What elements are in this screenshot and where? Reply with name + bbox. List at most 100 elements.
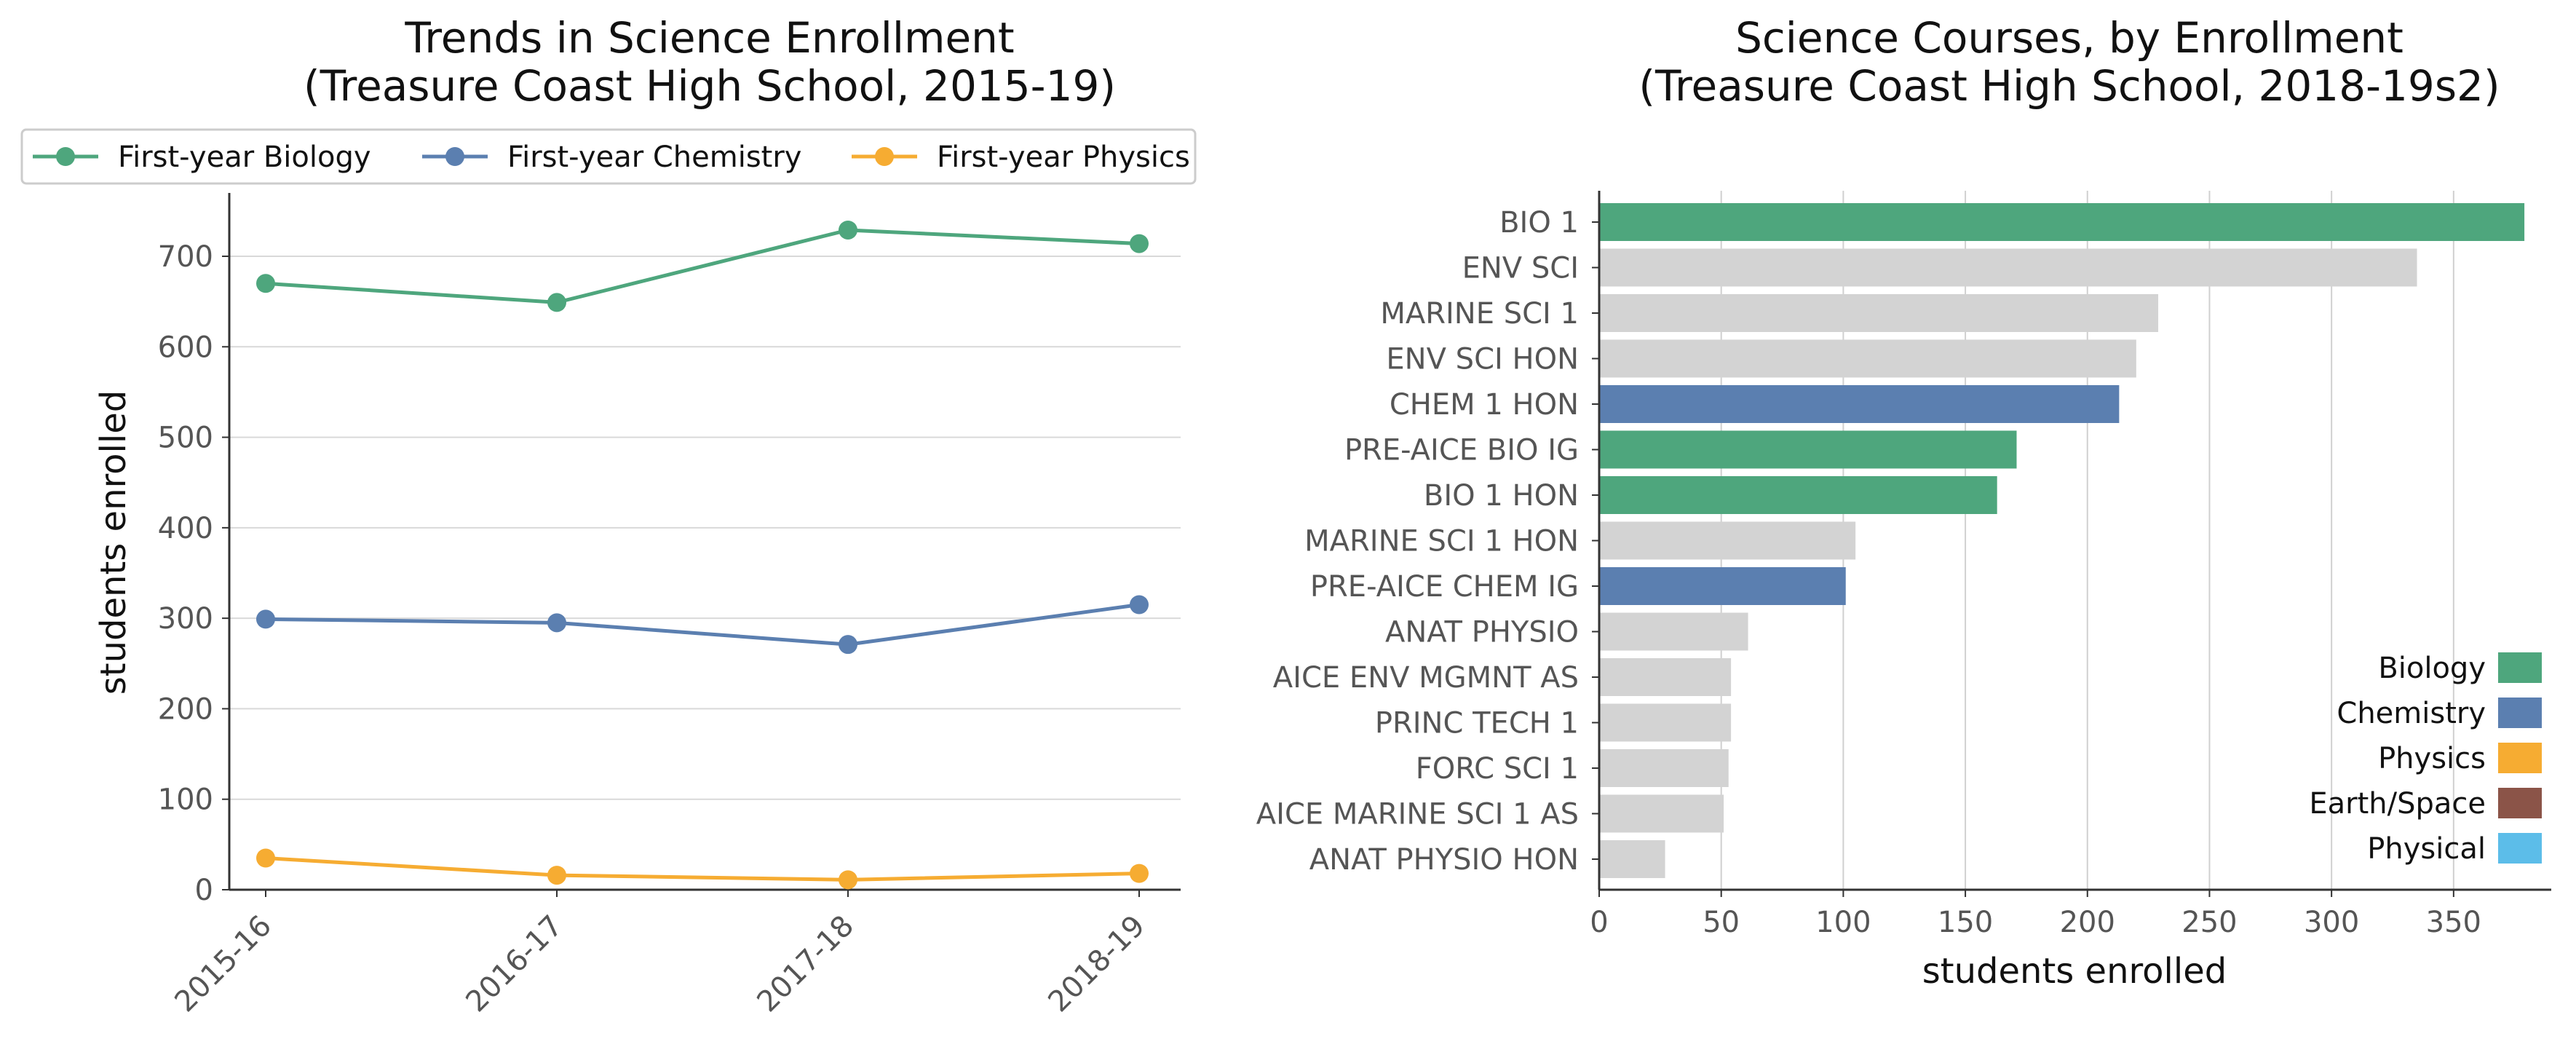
series-line: [265, 603, 1140, 647]
series-line: [265, 856, 1140, 882]
x-tick-label: 2016-17: [459, 909, 569, 1019]
category-label: AICE MARINE SCI 1 AS: [1256, 798, 1579, 831]
data-point: [839, 870, 857, 890]
bar: [1599, 339, 2136, 378]
category-label: ANAT PHYSIO HON: [1309, 843, 1579, 877]
legend-label: First-year Chemistry: [507, 141, 801, 174]
line-chart-y-axis-label: students enrolled: [93, 390, 134, 695]
bar-chart-legend: Biology Chemistry Physics Earth/Space Physic…: [2309, 652, 2542, 866]
bar-chart-x-axis-label: students enrolled: [1922, 951, 2227, 992]
x-tick-label: 200: [2060, 906, 2115, 939]
x-tick-label: 2015-16: [168, 909, 278, 1019]
category-label: FORC SCI 1: [1416, 752, 1579, 786]
legend-label: Earth/Space: [2309, 787, 2486, 821]
category-label: PRINC TECH 1: [1375, 707, 1579, 740]
legend-label: First-year Physics: [937, 141, 1190, 174]
category-label: MARINE SCI 1 HON: [1304, 525, 1579, 558]
category-label: PRE-AICE CHEM IG: [1310, 570, 1579, 604]
line-chart-title-line2: (Treasure Coast High School, 2015-19): [304, 61, 1116, 111]
data-point: [256, 848, 275, 868]
bar: [1599, 476, 1997, 514]
x-tick-label: 350: [2426, 906, 2481, 939]
category-label: ENV SCI: [1462, 252, 1579, 285]
legend-swatch: [2498, 698, 2542, 728]
legend-label: First-year Biology: [118, 141, 371, 174]
x-tick-label: 150: [1938, 906, 1993, 939]
y-tick-label: 600: [158, 331, 213, 364]
bar: [1599, 385, 2120, 423]
category-label: AICE ENV MGMNT AS: [1273, 661, 1579, 695]
category-label: MARINE SCI 1: [1380, 297, 1579, 331]
legend-swatch: [2498, 743, 2542, 773]
data-point: [1130, 234, 1149, 253]
bar: [1599, 749, 1729, 787]
category-label: BIO 1: [1499, 206, 1579, 240]
bar: [1599, 703, 1732, 742]
bar: [1599, 840, 1665, 878]
bar: [1599, 658, 1732, 696]
x-tick-label: 100: [1815, 906, 1871, 939]
legend-frame: [20, 128, 1197, 185]
data-point: [547, 293, 566, 312]
series-line: [265, 228, 1140, 304]
legend-swatch: [2498, 788, 2542, 818]
y-tick-label: 100: [158, 783, 213, 817]
y-tick-label: 400: [158, 512, 213, 545]
legend-swatch: [2498, 833, 2542, 864]
bar-chart-title-line2: (Treasure Coast High School, 2018-19s2): [1638, 61, 2500, 111]
category-label: ENV SCI HON: [1386, 343, 1579, 376]
data-point: [839, 635, 857, 655]
category-label: PRE-AICE BIO IG: [1344, 434, 1579, 467]
legend-label: Physics: [2378, 742, 2486, 775]
x-tick-label: 50: [1703, 906, 1740, 939]
bar-chart: Science Courses, by Enrollment (Treasure…: [1256, 13, 2551, 992]
data-point: [256, 609, 275, 629]
data-point: [547, 866, 566, 885]
data-point: [1130, 595, 1149, 615]
y-tick-label: 500: [158, 422, 213, 455]
data-point: [1130, 864, 1149, 883]
y-tick-label: 0: [195, 874, 213, 907]
bar: [1599, 430, 2017, 469]
bar: [1599, 794, 1724, 833]
x-tick-label: 2017-18: [750, 909, 860, 1019]
line-chart-y-ticks: 0 100 200 300 400 500 600 700: [158, 240, 229, 907]
bar: [1599, 294, 2159, 332]
legend-label: Biology: [2378, 652, 2486, 685]
bar: [1599, 203, 2525, 241]
line-chart-series: [256, 220, 1149, 890]
category-label: ANAT PHYSIO: [1385, 616, 1579, 649]
data-point: [547, 613, 566, 633]
bar-chart-bars: [1599, 203, 2525, 878]
category-label: CHEM 1 HON: [1390, 388, 1579, 422]
legend-label: Chemistry: [2337, 697, 2486, 730]
bar: [1599, 248, 2417, 287]
line-chart-axes: [228, 193, 1181, 891]
category-label: BIO 1 HON: [1424, 479, 1579, 513]
x-tick-label: 250: [2181, 906, 2237, 939]
y-tick-label: 700: [158, 240, 213, 274]
x-tick-label: 0: [1590, 906, 1608, 939]
line-chart-grid: [229, 256, 1181, 890]
y-tick-label: 200: [158, 692, 213, 726]
bar: [1599, 612, 1748, 651]
line-chart: Trends in Science Enrollment (Treasure C…: [20, 13, 1197, 1019]
data-point: [839, 220, 857, 240]
legend-marker: [56, 147, 75, 166]
bar-chart-x-ticks: 0 50 100 150 200 250 300 350: [1590, 890, 2481, 939]
bar-chart-axes: [1598, 191, 2551, 891]
bar: [1599, 567, 1846, 605]
bar-chart-title-line1: Science Courses, by Enrollment: [1735, 13, 2403, 63]
line-chart-title-line1: Trends in Science Enrollment: [404, 13, 1014, 63]
legend-marker: [875, 147, 894, 166]
legend-marker: [445, 147, 464, 166]
x-tick-label: 2018-19: [1042, 909, 1152, 1019]
bar: [1599, 521, 1856, 560]
y-tick-label: 300: [158, 602, 213, 636]
x-tick-label: 300: [2304, 906, 2359, 939]
bar-chart-category-labels: BIO 1 ENV SCI MARINE SCI 1 ENV SCI HON CHEM …: [1256, 206, 1599, 877]
data-point: [256, 274, 275, 293]
line-chart-legend: First-year Biology First-year Chemistry Fi…: [20, 128, 1197, 185]
legend-label: Physical: [2367, 832, 2486, 866]
